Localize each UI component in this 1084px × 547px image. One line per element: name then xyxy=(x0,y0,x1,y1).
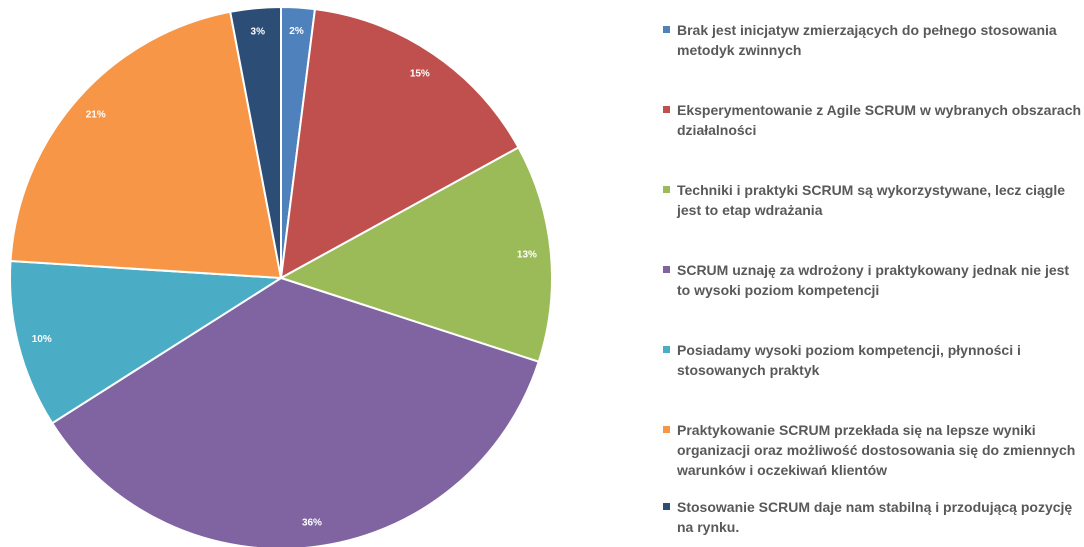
legend-swatch xyxy=(663,266,670,273)
legend-item: Techniki i praktyki SCRUM są wykorzystyw… xyxy=(663,180,1083,220)
legend-swatch xyxy=(663,503,670,510)
data-label: 36% xyxy=(302,518,322,529)
legend-item: Eksperymentowanie z Agile SCRUM w wybran… xyxy=(663,100,1083,140)
legend-label: Techniki i praktyki SCRUM są wykorzystyw… xyxy=(677,182,1066,218)
data-label: 2% xyxy=(289,26,304,37)
legend-item: Praktykowanie SCRUM przekłada się na lep… xyxy=(663,420,1083,480)
data-label: 13% xyxy=(517,249,537,260)
legend-label: Eksperymentowanie z Agile SCRUM w wybran… xyxy=(677,102,1082,138)
legend-label: Brak jest inicjatyw zmierzających do peł… xyxy=(677,22,1057,58)
legend-label: Posiadamy wysoki poziom kompetencji, pły… xyxy=(677,342,1021,378)
pie-slice xyxy=(229,5,282,279)
pie-slice xyxy=(9,10,283,280)
pie: 2% 15% 13% 36% 10% 21% 3% xyxy=(9,5,553,547)
data-label: 15% xyxy=(410,68,430,79)
legend-swatch xyxy=(663,426,670,433)
legend-item: Brak jest inicjatyw zmierzających do peł… xyxy=(663,20,1083,60)
legend-label: Praktykowanie SCRUM przekłada się na lep… xyxy=(677,422,1076,478)
pie-slice xyxy=(9,259,285,425)
legend-label: SCRUM uznaję za wdrożony i praktykowany … xyxy=(677,262,1070,298)
legend-swatch xyxy=(663,186,670,193)
legend-swatch xyxy=(663,346,670,353)
legend-label: Stosowanie SCRUM daje nam stabilną i prz… xyxy=(677,499,1073,535)
legend-swatch xyxy=(663,106,670,113)
legend-item: SCRUM uznaję za wdrożony i praktykowany … xyxy=(663,260,1083,300)
data-label: 10% xyxy=(32,334,52,345)
legend-item: Stosowanie SCRUM daje nam stabilną i prz… xyxy=(663,497,1083,537)
legend-item: Posiadamy wysoki poziom kompetencji, pły… xyxy=(663,340,1083,380)
data-label: 3% xyxy=(251,27,266,38)
pie-slice xyxy=(278,146,553,364)
pie-slice xyxy=(279,8,520,280)
data-label: 21% xyxy=(86,109,106,120)
legend-swatch xyxy=(663,26,670,33)
